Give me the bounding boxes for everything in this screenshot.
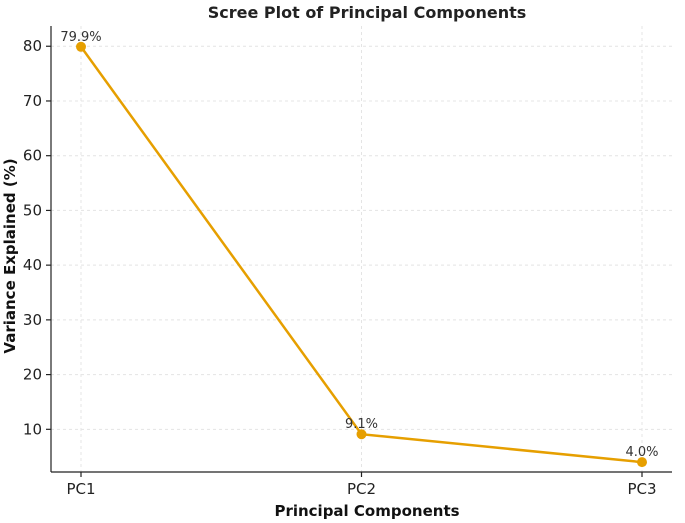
x-tick-label: PC3 (627, 480, 656, 498)
data-label: 4.0% (625, 445, 658, 460)
x-tick-label: PC1 (66, 480, 95, 498)
data-point (356, 429, 367, 440)
y-tick-label: 50 (23, 201, 42, 219)
y-axis-ticks: 10 20 30 40 50 60 70 80 (23, 37, 51, 438)
x-axis-ticks: PC1 PC2 PC3 (66, 472, 657, 498)
y-tick-label: 70 (23, 92, 42, 110)
data-label: 79.9% (60, 30, 101, 45)
y-tick-label: 40 (23, 256, 42, 274)
series-layer: 79.9% 9.1% 4.0% (60, 30, 659, 468)
y-tick-label: 80 (23, 37, 42, 55)
x-axis-label: Principal Components (274, 502, 459, 520)
data-label: 9.1% (345, 417, 378, 432)
x-tick-label: PC2 (347, 480, 376, 498)
y-tick-label: 10 (23, 420, 42, 438)
data-point (76, 41, 86, 52)
y-axis-label: Variance Explained (%) (1, 158, 19, 353)
data-point (637, 457, 647, 468)
grid-lines (51, 26, 672, 472)
y-tick-label: 60 (23, 147, 42, 165)
y-tick-label: 30 (23, 311, 42, 329)
chart-title: Scree Plot of Principal Components (208, 3, 527, 22)
y-tick-label: 20 (23, 366, 42, 384)
